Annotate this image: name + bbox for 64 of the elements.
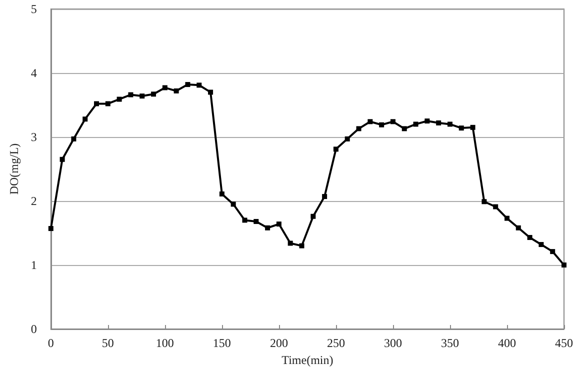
point [116,96,122,102]
point [242,218,248,223]
point [310,214,316,219]
point [493,204,498,210]
point [550,249,556,254]
point [379,122,384,128]
point [344,136,350,142]
y-tick-label: 0 [30,322,37,336]
point [356,126,362,132]
point [538,242,544,248]
point [174,88,179,94]
point [208,90,214,95]
point [322,194,328,200]
point [276,222,282,227]
point [368,119,373,124]
x-axis-title: Time(min) [282,353,334,367]
point [516,225,521,230]
y-tick-label: 5 [30,2,37,16]
point [254,218,259,224]
x-tick-label: 450 [555,336,573,350]
x-tick-label: 50 [102,336,114,350]
point [196,82,202,88]
point [128,92,134,98]
point [447,122,452,127]
point [424,118,430,124]
point [333,146,338,152]
x-tick-label: 100 [156,336,174,350]
point [413,122,418,127]
y-tick-label: 4 [30,66,37,80]
y-axis-title: DO(mg/L) [7,143,21,195]
point [82,116,88,122]
y-tick-label: 1 [30,258,37,272]
y-tick-label: 2 [30,194,37,208]
point [219,191,224,196]
point [71,136,76,142]
x-tick-label: 400 [498,336,516,350]
point [504,216,510,221]
point [527,234,532,240]
point [265,225,270,230]
point [230,202,236,207]
point [470,124,476,130]
point [390,119,396,124]
point [436,120,442,126]
point [162,85,168,90]
y-tick-label: 3 [30,130,37,144]
point [94,101,100,106]
point [288,240,293,246]
x-tick-label: 350 [440,336,459,350]
x-tick-label: 0 [48,336,54,350]
point [299,243,304,248]
point [140,94,145,99]
point [60,156,65,162]
x-tick-label: 150 [212,336,231,350]
x-tick-label: 250 [326,336,345,350]
point [105,101,110,106]
x-tick-label: 300 [384,336,402,350]
point [151,92,156,97]
point [562,262,566,268]
point [482,199,487,204]
x-tick-label: 200 [270,336,288,350]
point [402,126,407,132]
point [458,126,464,131]
point [185,82,190,88]
point [48,226,54,232]
